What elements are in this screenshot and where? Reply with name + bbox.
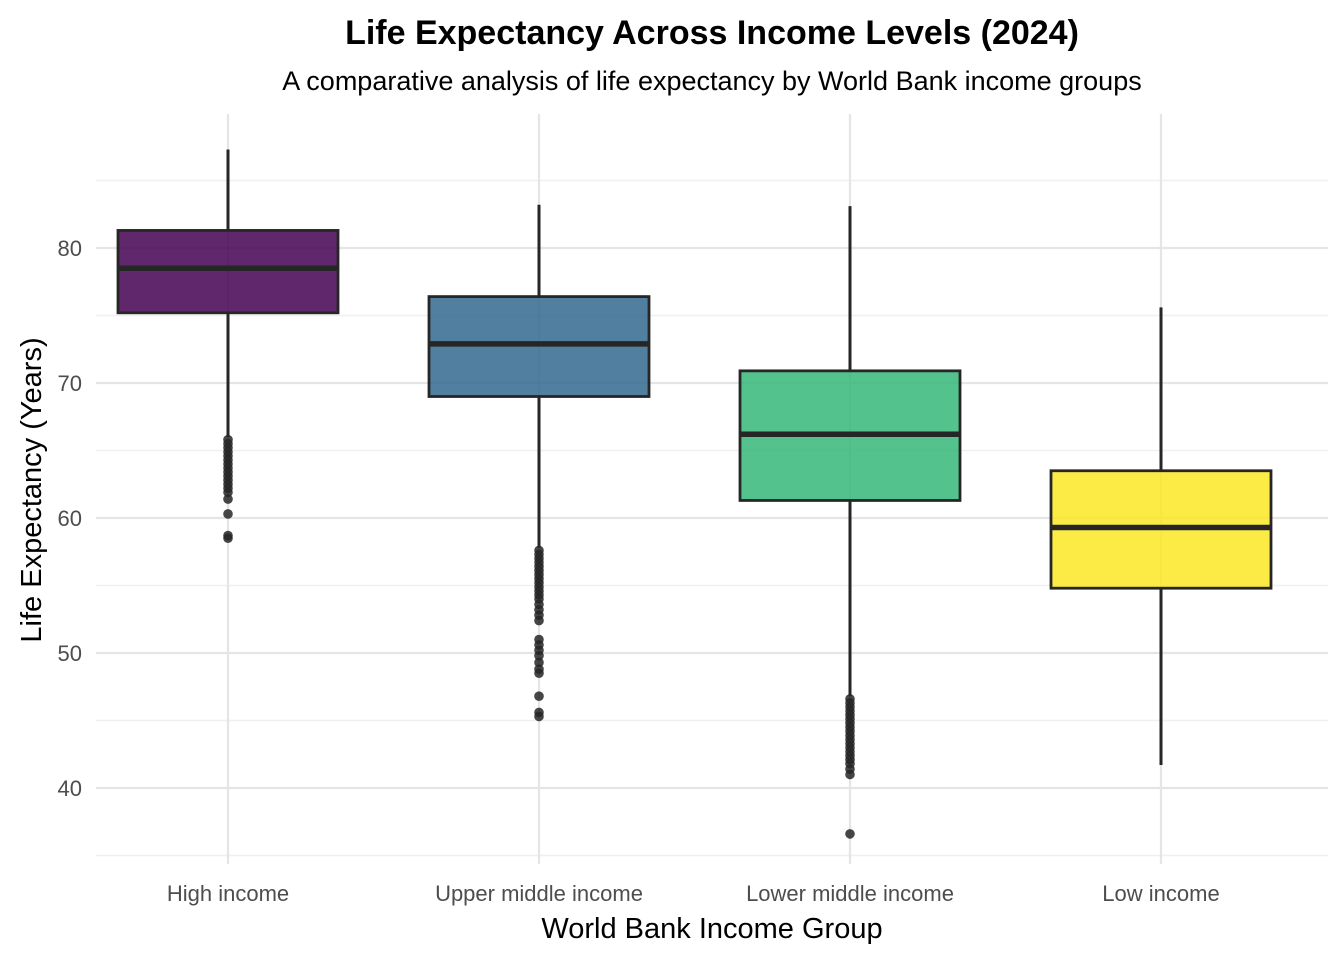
outlier-point: [223, 509, 233, 519]
outlier-point: [534, 691, 544, 701]
outlier-point: [845, 769, 855, 780]
y-tick-label: 50: [58, 641, 82, 666]
box-group: [1049, 307, 1273, 766]
box-iqr: [116, 229, 340, 315]
box-group: [427, 204, 651, 722]
y-tick-label: 60: [58, 506, 82, 531]
outlier-point: [223, 494, 233, 504]
box-group: [738, 206, 962, 839]
x-tick-label: Lower middle income: [746, 881, 954, 906]
outlier-point: [534, 711, 544, 722]
y-axis-ticks: 40 50 60 70 80: [58, 236, 82, 801]
x-axis-title: World Bank Income Group: [541, 913, 882, 945]
outlier-point: [534, 657, 544, 668]
outlier-point: [223, 487, 233, 498]
outlier-point: [534, 668, 544, 679]
y-tick-label: 40: [58, 776, 82, 801]
x-tick-label: High income: [167, 881, 289, 906]
box-group: [116, 149, 340, 544]
y-axis-title: Life Expectancy (Years): [16, 337, 48, 642]
x-tick-label: Upper middle income: [435, 881, 643, 906]
y-tick-label: 70: [58, 371, 82, 396]
outlier-point: [534, 615, 544, 626]
boxes: [116, 149, 1273, 839]
outlier-point: [223, 533, 233, 544]
chart-subtitle: A comparative analysis of life expectanc…: [282, 66, 1141, 96]
outlier-point: [845, 829, 855, 839]
y-tick-label: 80: [58, 236, 82, 261]
outlier-point: [534, 650, 544, 661]
x-tick-label: Low income: [1102, 881, 1219, 906]
chart-title: Life Expectancy Across Income Levels (20…: [345, 14, 1079, 52]
x-axis-ticks: High income Upper middle income Lower midd…: [167, 881, 1220, 906]
